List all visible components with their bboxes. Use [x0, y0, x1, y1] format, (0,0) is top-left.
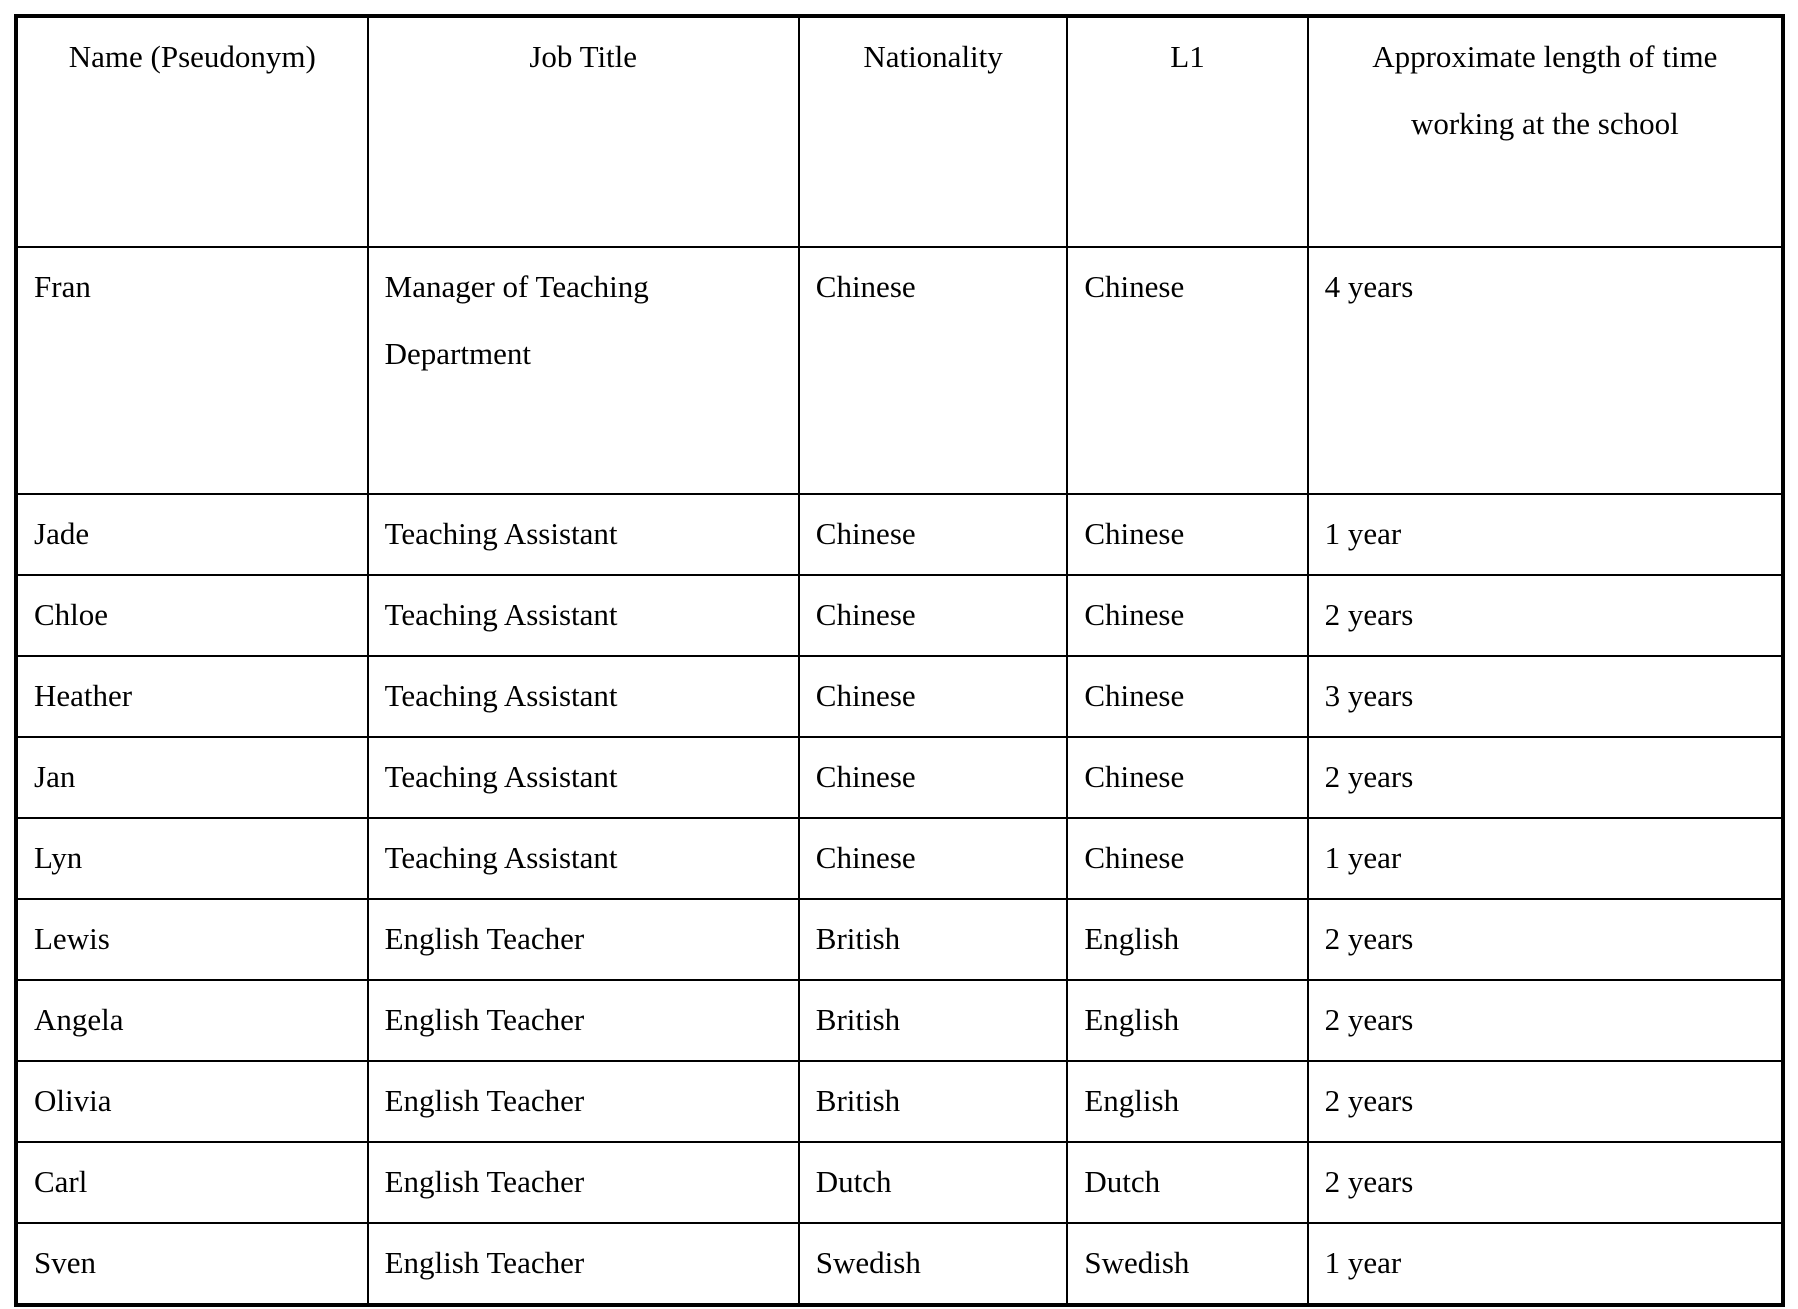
cell-name: Fran [15, 246, 369, 495]
cell-name: Lewis [15, 898, 369, 981]
table-row: Chloe Teaching Assistant Chinese Chinese… [15, 574, 1785, 657]
table-row: Carl English Teacher Dutch Dutch 2 years [15, 1141, 1785, 1224]
table-row: Jan Teaching Assistant Chinese Chinese 2… [15, 736, 1785, 819]
cell-time: 1 year [1306, 1222, 1785, 1306]
cell-job-title: English Teacher [366, 1060, 800, 1143]
cell-l1: Chinese [1066, 736, 1309, 819]
cell-l1: English [1066, 898, 1309, 981]
cell-job-title: English Teacher [366, 898, 800, 981]
cell-time: 3 years [1306, 655, 1785, 738]
cell-time: 2 years [1306, 1141, 1785, 1224]
cell-job-title: Teaching Assistant [366, 493, 800, 576]
cell-time: 2 years [1306, 898, 1785, 981]
cell-l1: Swedish [1066, 1222, 1309, 1306]
cell-l1: English [1066, 979, 1309, 1062]
table-row: Angela English Teacher British English 2… [15, 979, 1785, 1062]
cell-job-title: Teaching Assistant [366, 817, 800, 900]
cell-name: Sven [15, 1222, 369, 1306]
cell-job-title: English Teacher [366, 1222, 800, 1306]
cell-name: Jan [15, 736, 369, 819]
cell-nationality: Chinese [797, 493, 1069, 576]
cell-l1: Chinese [1066, 493, 1309, 576]
cell-nationality: Chinese [797, 246, 1069, 495]
cell-nationality: Chinese [797, 736, 1069, 819]
cell-nationality: Chinese [797, 574, 1069, 657]
cell-time: 1 year [1306, 817, 1785, 900]
cell-time: 2 years [1306, 1060, 1785, 1143]
cell-time: 2 years [1306, 979, 1785, 1062]
cell-nationality: Chinese [797, 655, 1069, 738]
cell-job-title: Teaching Assistant [366, 736, 800, 819]
header-nationality: Nationality [797, 15, 1069, 248]
cell-l1: Chinese [1066, 817, 1309, 900]
table-row: Jade Teaching Assistant Chinese Chinese … [15, 493, 1785, 576]
cell-l1: Chinese [1066, 574, 1309, 657]
cell-l1: Dutch [1066, 1141, 1309, 1224]
cell-l1: Chinese [1066, 246, 1309, 495]
cell-time: 2 years [1306, 736, 1785, 819]
table-row: Heather Teaching Assistant Chinese Chine… [15, 655, 1785, 738]
header-job-title: Job Title [366, 15, 800, 248]
cell-nationality: Dutch [797, 1141, 1069, 1224]
cell-job-title: English Teacher [366, 979, 800, 1062]
table-row: Olivia English Teacher British English 2… [15, 1060, 1785, 1143]
cell-time: 4 years [1306, 246, 1785, 495]
table-row: Lyn Teaching Assistant Chinese Chinese 1… [15, 817, 1785, 900]
table-row: Lewis English Teacher British English 2 … [15, 898, 1785, 981]
cell-job-title: Manager of Teaching Department [366, 246, 800, 495]
cell-l1: Chinese [1066, 655, 1309, 738]
table-header-row: Name (Pseudonym) Job Title Nationality L… [15, 15, 1785, 248]
cell-time: 1 year [1306, 493, 1785, 576]
cell-nationality: British [797, 979, 1069, 1062]
cell-name: Heather [15, 655, 369, 738]
cell-name: Chloe [15, 574, 369, 657]
table-row: Sven English Teacher Swedish Swedish 1 y… [15, 1222, 1785, 1306]
cell-name: Jade [15, 493, 369, 576]
cell-nationality: British [797, 1060, 1069, 1143]
header-name: Name (Pseudonym) [15, 15, 369, 248]
header-time: Approximate length of time working at th… [1306, 15, 1785, 248]
cell-name: Olivia [15, 1060, 369, 1143]
cell-job-title: Teaching Assistant [366, 655, 800, 738]
header-l1: L1 [1066, 15, 1309, 248]
cell-name: Lyn [15, 817, 369, 900]
cell-l1: English [1066, 1060, 1309, 1143]
cell-time: 2 years [1306, 574, 1785, 657]
table-row: Fran Manager of Teaching Department Chin… [15, 246, 1785, 495]
participants-table: Name (Pseudonym) Job Title Nationality L… [14, 14, 1785, 1307]
cell-nationality: British [797, 898, 1069, 981]
cell-name: Carl [15, 1141, 369, 1224]
cell-job-title: English Teacher [366, 1141, 800, 1224]
cell-job-title: Teaching Assistant [366, 574, 800, 657]
cell-nationality: Swedish [797, 1222, 1069, 1306]
cell-nationality: Chinese [797, 817, 1069, 900]
cell-name: Angela [15, 979, 369, 1062]
